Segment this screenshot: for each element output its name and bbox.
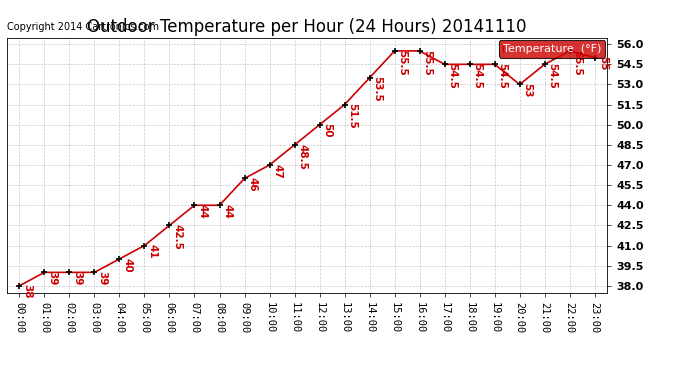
Text: 53.5: 53.5 <box>373 76 382 102</box>
Text: 44: 44 <box>197 204 208 219</box>
Text: 54.5: 54.5 <box>448 63 457 89</box>
Text: 39: 39 <box>97 271 108 285</box>
Text: 55: 55 <box>598 56 608 71</box>
Text: 39: 39 <box>72 271 82 285</box>
Text: 50: 50 <box>322 123 333 138</box>
Text: 55.5: 55.5 <box>397 50 408 75</box>
Text: 40: 40 <box>122 258 132 272</box>
Text: 53: 53 <box>522 83 533 98</box>
Text: 54.5: 54.5 <box>497 63 508 89</box>
Text: 44: 44 <box>222 204 233 219</box>
Text: 46: 46 <box>248 177 257 192</box>
Text: 55.5: 55.5 <box>573 50 582 75</box>
Text: 55.5: 55.5 <box>422 50 433 75</box>
Text: 48.5: 48.5 <box>297 144 308 170</box>
Text: 39: 39 <box>48 271 57 285</box>
Title: Outdoor Temperature per Hour (24 Hours) 20141110: Outdoor Temperature per Hour (24 Hours) … <box>88 18 526 36</box>
Text: 42.5: 42.5 <box>172 224 182 250</box>
Text: 47: 47 <box>273 164 282 178</box>
Text: 54.5: 54.5 <box>473 63 482 89</box>
Text: 54.5: 54.5 <box>548 63 558 89</box>
Text: 38: 38 <box>22 285 32 299</box>
Text: 51.5: 51.5 <box>348 103 357 129</box>
Text: 41: 41 <box>148 244 157 259</box>
Text: Copyright 2014 Cartronics.com: Copyright 2014 Cartronics.com <box>7 22 159 32</box>
Legend: Temperature  (°F): Temperature (°F) <box>499 40 605 57</box>
